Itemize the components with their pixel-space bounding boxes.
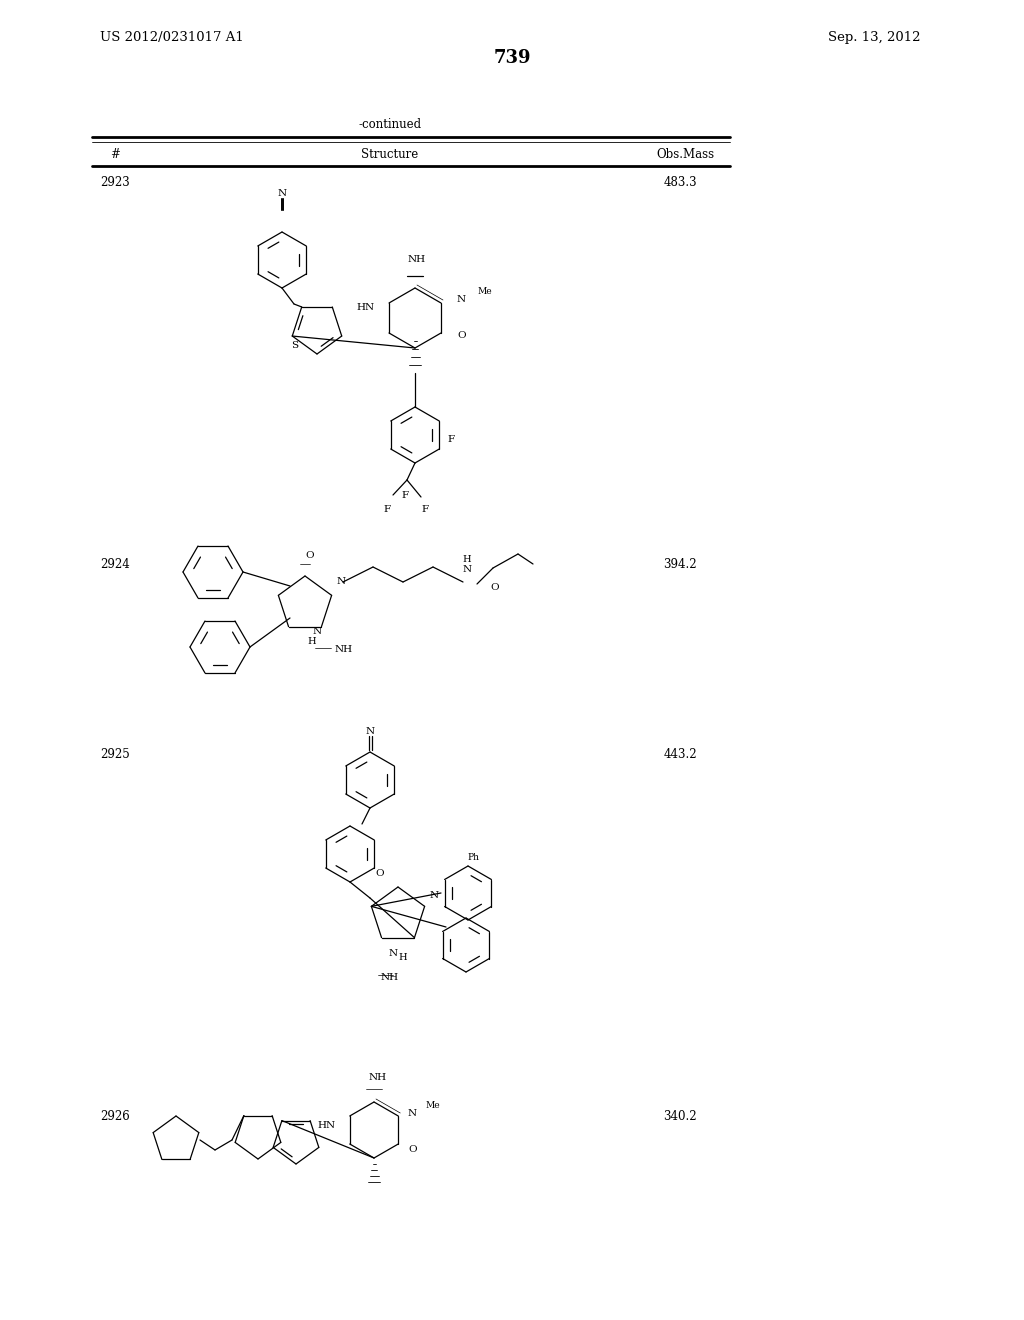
Text: F: F bbox=[401, 491, 409, 499]
Text: -continued: -continued bbox=[358, 119, 422, 132]
Text: HN: HN bbox=[317, 1121, 336, 1130]
Text: Ph: Ph bbox=[467, 853, 479, 862]
Text: NH: NH bbox=[369, 1073, 387, 1082]
Text: 2926: 2926 bbox=[100, 1110, 130, 1123]
Text: N: N bbox=[278, 190, 287, 198]
Text: NH: NH bbox=[381, 973, 399, 982]
Text: O: O bbox=[457, 331, 466, 341]
Text: NH: NH bbox=[335, 644, 353, 653]
Text: F: F bbox=[422, 504, 429, 513]
Text: N: N bbox=[463, 565, 472, 574]
Text: N: N bbox=[366, 727, 375, 737]
Text: #: # bbox=[110, 148, 120, 161]
Text: F: F bbox=[447, 436, 454, 445]
Text: O: O bbox=[376, 869, 384, 878]
Text: 739: 739 bbox=[494, 49, 530, 67]
Text: N: N bbox=[337, 578, 346, 586]
Text: N: N bbox=[430, 891, 439, 899]
Text: 2925: 2925 bbox=[100, 748, 130, 762]
Text: 394.2: 394.2 bbox=[664, 557, 696, 570]
Text: N: N bbox=[408, 1110, 417, 1118]
Text: N: N bbox=[388, 949, 397, 957]
Text: H: H bbox=[307, 638, 315, 647]
Text: US 2012/0231017 A1: US 2012/0231017 A1 bbox=[100, 30, 244, 44]
Text: N: N bbox=[457, 296, 466, 305]
Text: 483.3: 483.3 bbox=[664, 176, 696, 189]
Text: Obs.Mass: Obs.Mass bbox=[656, 148, 714, 161]
Text: H: H bbox=[463, 556, 471, 565]
Text: HN: HN bbox=[357, 304, 375, 313]
Text: O: O bbox=[408, 1146, 417, 1155]
Text: O: O bbox=[490, 582, 500, 591]
Text: NH: NH bbox=[408, 256, 426, 264]
Text: O: O bbox=[306, 552, 314, 561]
Text: Structure: Structure bbox=[361, 148, 419, 161]
Text: Sep. 13, 2012: Sep. 13, 2012 bbox=[827, 30, 920, 44]
Text: 443.2: 443.2 bbox=[664, 748, 696, 762]
Text: S: S bbox=[292, 342, 299, 351]
Text: F: F bbox=[383, 504, 390, 513]
Text: Me: Me bbox=[426, 1101, 440, 1110]
Text: 2924: 2924 bbox=[100, 557, 130, 570]
Text: 340.2: 340.2 bbox=[664, 1110, 696, 1123]
Text: 2923: 2923 bbox=[100, 176, 130, 189]
Text: H: H bbox=[398, 953, 408, 961]
Text: N: N bbox=[313, 627, 323, 636]
Text: Me: Me bbox=[477, 288, 492, 297]
